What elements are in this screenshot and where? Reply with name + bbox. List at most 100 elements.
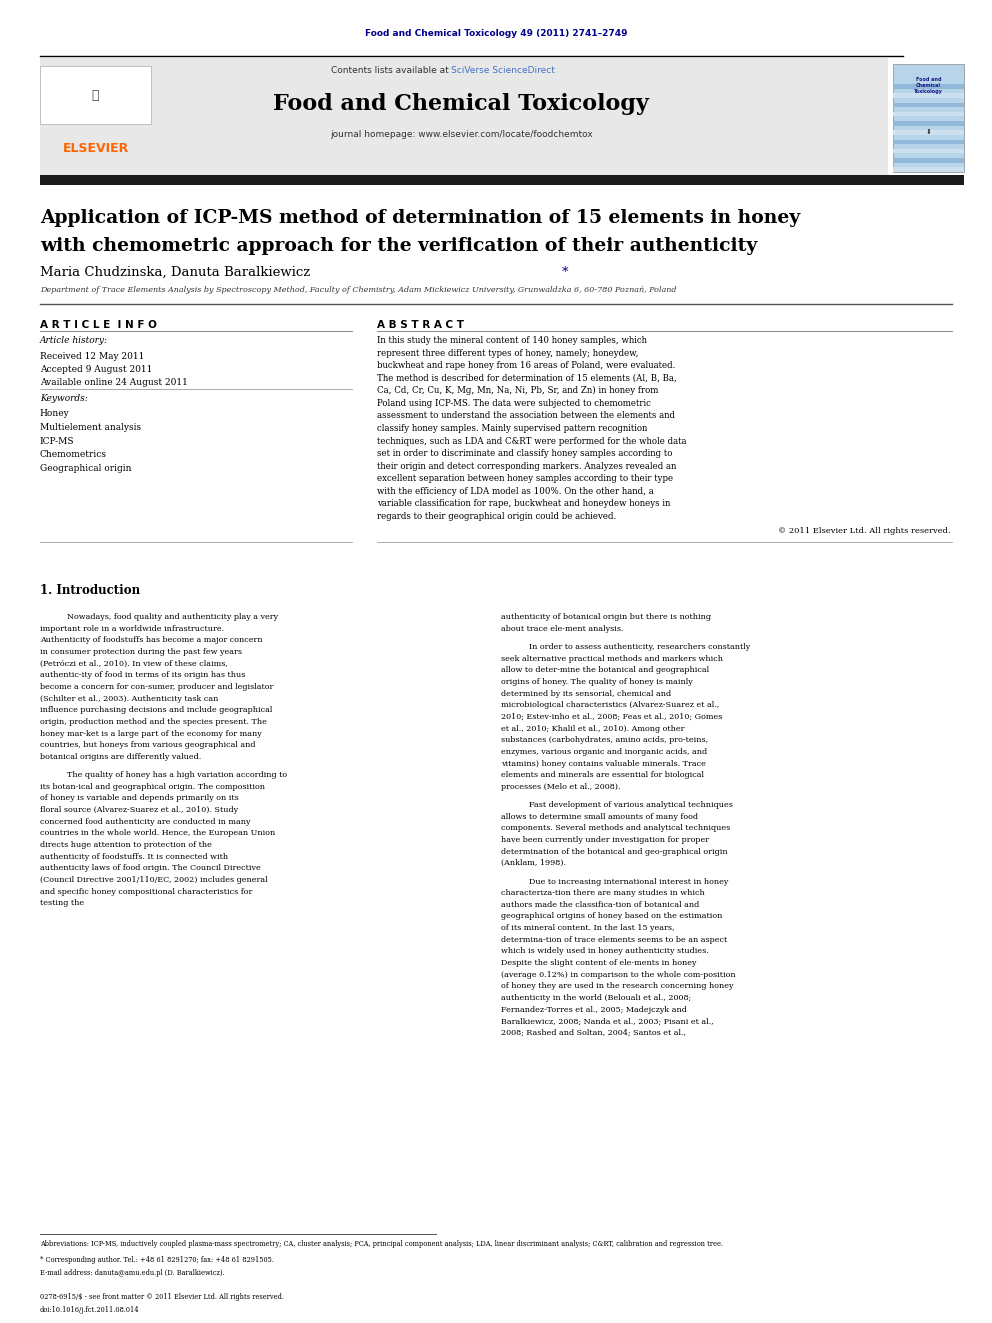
Text: SciVerse ScienceDirect: SciVerse ScienceDirect xyxy=(451,66,556,75)
FancyBboxPatch shape xyxy=(893,64,964,172)
Text: regards to their geographical origin could be achieved.: regards to their geographical origin cou… xyxy=(377,512,616,521)
Text: of its mineral content. In the last 15 years,: of its mineral content. In the last 15 y… xyxy=(501,923,675,933)
Text: authors made the classifica-tion of botanical and: authors made the classifica-tion of bota… xyxy=(501,901,699,909)
Text: Multielement analysis: Multielement analysis xyxy=(40,423,141,431)
Text: The quality of honey has a high variation according to: The quality of honey has a high variatio… xyxy=(67,771,288,779)
Text: determination of the botanical and geo-graphical origin: determination of the botanical and geo-g… xyxy=(501,848,727,856)
Text: techniques, such as LDA and C&RT were performed for the whole data: techniques, such as LDA and C&RT were pe… xyxy=(377,437,686,446)
Text: (Council Directive 2001/110/EC, 2002) includes general: (Council Directive 2001/110/EC, 2002) in… xyxy=(40,876,267,884)
Text: excellent separation between honey samples according to their type: excellent separation between honey sampl… xyxy=(377,474,674,483)
Text: buckwheat and rape honey from 16 areas of Poland, were evaluated.: buckwheat and rape honey from 16 areas o… xyxy=(377,361,676,370)
Text: classify honey samples. Mainly supervised pattern recognition: classify honey samples. Mainly supervise… xyxy=(377,423,648,433)
Text: (Schilter et al., 2003). Authenticity task can: (Schilter et al., 2003). Authenticity ta… xyxy=(40,695,218,703)
Text: The method is described for determination of 15 elements (Al, B, Ba,: The method is described for determinatio… xyxy=(377,373,677,382)
Text: allow to deter-mine the botanical and geographical: allow to deter-mine the botanical and ge… xyxy=(501,667,709,675)
FancyBboxPatch shape xyxy=(893,93,964,98)
Text: components. Several methods and analytical techniques: components. Several methods and analytic… xyxy=(501,824,730,832)
Text: testing the: testing the xyxy=(40,900,83,908)
Text: Food and Chemical Toxicology: Food and Chemical Toxicology xyxy=(274,93,649,115)
Text: (average 0.12%) in comparison to the whole com-position: (average 0.12%) in comparison to the who… xyxy=(501,971,736,979)
Text: Ca, Cd, Cr, Cu, K, Mg, Mn, Na, Ni, Pb, Sr, and Zn) in honey from: Ca, Cd, Cr, Cu, K, Mg, Mn, Na, Ni, Pb, S… xyxy=(377,386,659,396)
Text: characteriza-tion there are many studies in which: characteriza-tion there are many studies… xyxy=(501,889,704,897)
Text: Maria Chudzinska, Danuta Baralkiewicz: Maria Chudzinska, Danuta Baralkiewicz xyxy=(40,266,314,279)
Text: floral source (Alvarez-Suarez et al., 2010). Study: floral source (Alvarez-Suarez et al., 20… xyxy=(40,806,238,814)
Text: countries in the whole world. Hence, the European Union: countries in the whole world. Hence, the… xyxy=(40,830,275,837)
Text: doi:10.1016/j.fct.2011.08.014: doi:10.1016/j.fct.2011.08.014 xyxy=(40,1306,139,1314)
FancyBboxPatch shape xyxy=(40,175,964,185)
Text: which is widely used in honey authenticity studies.: which is widely used in honey authentici… xyxy=(501,947,708,955)
Text: in consumer protection during the past few years: in consumer protection during the past f… xyxy=(40,648,242,656)
FancyBboxPatch shape xyxy=(893,167,964,172)
FancyBboxPatch shape xyxy=(893,130,964,135)
Text: variable classification for rape, buckwheat and honeydew honeys in: variable classification for rape, buckwh… xyxy=(377,499,671,508)
Text: Abbreviations: ICP-MS, inductively coupled plasma-mass spectrometry; CA, cluster: Abbreviations: ICP-MS, inductively coupl… xyxy=(40,1240,723,1248)
Text: A B S T R A C T: A B S T R A C T xyxy=(377,320,464,331)
Text: *: * xyxy=(561,266,568,279)
Text: 0278-6915/$ - see front matter © 2011 Elsevier Ltd. All rights reserved.: 0278-6915/$ - see front matter © 2011 El… xyxy=(40,1293,284,1301)
Text: Article history:: Article history: xyxy=(40,336,108,345)
Text: vitamins) honey contains valuable minerals. Trace: vitamins) honey contains valuable minera… xyxy=(501,759,706,767)
Text: of honey is variable and depends primarily on its: of honey is variable and depends primari… xyxy=(40,794,238,803)
FancyBboxPatch shape xyxy=(893,159,964,163)
Text: authenticity of foodstuffs. It is connected with: authenticity of foodstuffs. It is connec… xyxy=(40,852,228,861)
Text: Food and Chemical Toxicology 49 (2011) 2741–2749: Food and Chemical Toxicology 49 (2011) 2… xyxy=(365,29,627,38)
FancyBboxPatch shape xyxy=(893,103,964,107)
Text: Nowadays, food quality and authenticity play a very: Nowadays, food quality and authenticity … xyxy=(67,613,279,622)
Text: Despite the slight content of ele-ments in honey: Despite the slight content of ele-ments … xyxy=(501,959,696,967)
Text: (Anklam, 1998).: (Anklam, 1998). xyxy=(501,859,566,868)
Text: determina-tion of trace elements seems to be an aspect: determina-tion of trace elements seems t… xyxy=(501,935,727,943)
Text: about trace ele-ment analysis.: about trace ele-ment analysis. xyxy=(501,624,623,632)
Text: Baralkiewicz, 2008; Nanda et al., 2003; Pisani et al.,: Baralkiewicz, 2008; Nanda et al., 2003; … xyxy=(501,1017,713,1025)
Text: have been currently under investigation for proper: have been currently under investigation … xyxy=(501,836,709,844)
FancyBboxPatch shape xyxy=(893,85,964,89)
Text: Available online 24 August 2011: Available online 24 August 2011 xyxy=(40,378,187,388)
FancyBboxPatch shape xyxy=(40,66,151,124)
Text: Fernandez-Torres et al., 2005; Madejczyk and: Fernandez-Torres et al., 2005; Madejczyk… xyxy=(501,1005,686,1013)
Text: botanical origins are differently valued.: botanical origins are differently valued… xyxy=(40,753,201,761)
Text: honey mar-ket is a large part of the economy for many: honey mar-ket is a large part of the eco… xyxy=(40,729,262,738)
Text: directs huge attention to protection of the: directs huge attention to protection of … xyxy=(40,841,211,849)
Text: Honey: Honey xyxy=(40,409,69,418)
Text: Chemometrics: Chemometrics xyxy=(40,450,107,459)
Text: Contents lists available at: Contents lists available at xyxy=(330,66,451,75)
FancyBboxPatch shape xyxy=(40,58,888,175)
Text: Due to increasing international interest in honey: Due to increasing international interest… xyxy=(529,877,728,885)
Text: seek alternative practical methods and markers which: seek alternative practical methods and m… xyxy=(501,655,723,663)
Text: © 2011 Elsevier Ltd. All rights reserved.: © 2011 Elsevier Ltd. All rights reserved… xyxy=(778,527,950,536)
FancyBboxPatch shape xyxy=(893,149,964,153)
Text: Department of Trace Elements Analysis by Spectroscopy Method, Faculty of Chemist: Department of Trace Elements Analysis by… xyxy=(40,286,677,294)
Text: important role in a worldwide infrastructure.: important role in a worldwide infrastruc… xyxy=(40,624,224,632)
Text: (Petróczi et al., 2010). In view of these claims,: (Petróczi et al., 2010). In view of thes… xyxy=(40,660,227,668)
Text: origin, production method and the species present. The: origin, production method and the specie… xyxy=(40,718,267,726)
Text: Application of ICP-MS method of determination of 15 elements in honey: Application of ICP-MS method of determin… xyxy=(40,209,800,228)
Text: countries, but honeys from various geographical and: countries, but honeys from various geogr… xyxy=(40,741,255,749)
Text: with chemometric approach for the verification of their authenticity: with chemometric approach for the verifi… xyxy=(40,237,757,255)
Text: authenticity in the world (Belouali et al., 2008;: authenticity in the world (Belouali et a… xyxy=(501,994,691,1002)
Text: Received 12 May 2011: Received 12 May 2011 xyxy=(40,352,144,361)
Text: Accepted 9 August 2011: Accepted 9 August 2011 xyxy=(40,365,152,374)
Text: ICP-MS: ICP-MS xyxy=(40,437,74,446)
Text: 🌲: 🌲 xyxy=(91,89,99,102)
FancyBboxPatch shape xyxy=(893,112,964,116)
Text: 1. Introduction: 1. Introduction xyxy=(40,583,140,597)
Text: influence purchasing decisions and include geographical: influence purchasing decisions and inclu… xyxy=(40,706,272,714)
Text: processes (Melo et al., 2008).: processes (Melo et al., 2008). xyxy=(501,783,620,791)
Text: 2008; Rashed and Soltan, 2004; Santos et al.,: 2008; Rashed and Soltan, 2004; Santos et… xyxy=(501,1029,685,1037)
Text: authenticity laws of food origin. The Council Directive: authenticity laws of food origin. The Co… xyxy=(40,864,261,872)
Text: journal homepage: www.elsevier.com/locate/foodchemtox: journal homepage: www.elsevier.com/locat… xyxy=(330,130,592,139)
Text: * Corresponding author. Tel.: +48 61 8291270; fax: +48 61 8291505.: * Corresponding author. Tel.: +48 61 829… xyxy=(40,1256,274,1263)
Text: authenticity of botanical origin but there is nothing: authenticity of botanical origin but the… xyxy=(501,613,711,622)
Text: assessment to understand the association between the elements and: assessment to understand the association… xyxy=(377,411,675,421)
Text: In this study the mineral content of 140 honey samples, which: In this study the mineral content of 140… xyxy=(377,336,647,345)
Text: enzymes, various organic and inorganic acids, and: enzymes, various organic and inorganic a… xyxy=(501,747,707,755)
Text: E-mail address: danuta@amu.edu.pl (D. Baralkiewicz).: E-mail address: danuta@amu.edu.pl (D. Ba… xyxy=(40,1269,224,1277)
Text: concerned food authenticity are conducted in many: concerned food authenticity are conducte… xyxy=(40,818,250,826)
Text: with the efficiency of LDA model as 100%. On the other hand, a: with the efficiency of LDA model as 100%… xyxy=(377,487,654,496)
FancyBboxPatch shape xyxy=(893,120,964,126)
Text: microbiological characteristics (Alvarez-Suarez et al.,: microbiological characteristics (Alvarez… xyxy=(501,701,719,709)
Text: set in order to discriminate and classify honey samples according to: set in order to discriminate and classif… xyxy=(377,448,673,458)
Text: ⬇: ⬇ xyxy=(926,130,931,135)
Text: elements and minerals are essential for biological: elements and minerals are essential for … xyxy=(501,771,704,779)
Text: and specific honey compositional characteristics for: and specific honey compositional charact… xyxy=(40,888,252,896)
Text: Food and
Chemical
Toxicology: Food and Chemical Toxicology xyxy=(915,77,942,94)
